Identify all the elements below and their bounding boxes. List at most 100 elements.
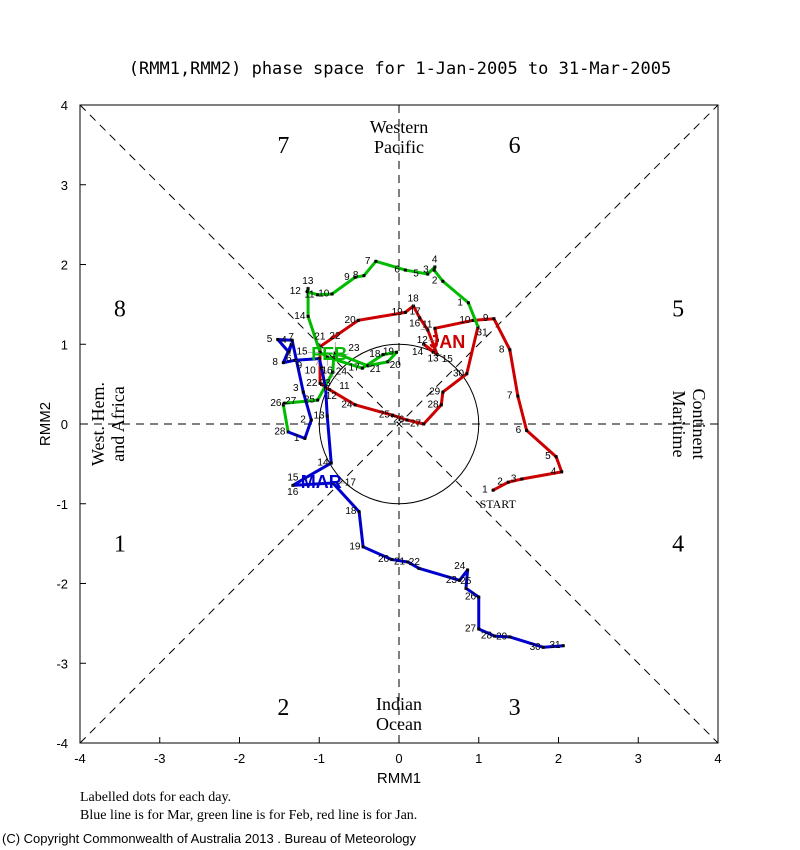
day-label: 17: [345, 478, 357, 489]
day-label: 4: [432, 255, 438, 266]
day-dot: [466, 301, 470, 305]
day-dot: [422, 422, 426, 426]
day-dot: [560, 470, 564, 474]
day-dot: [306, 314, 310, 318]
day-label: 26: [393, 415, 405, 426]
day-label: 18: [408, 293, 420, 304]
day-dot: [356, 318, 360, 322]
day-label: 22: [409, 557, 421, 568]
day-dot: [374, 259, 378, 263]
day-dot: [508, 348, 512, 352]
y-tick-label: 3: [61, 178, 68, 193]
day-label: 5: [267, 334, 273, 345]
day-dot: [477, 627, 481, 631]
day-dot: [466, 568, 470, 572]
month-label: MAR: [301, 472, 342, 492]
day-label: 20: [390, 360, 402, 371]
day-dot: [520, 477, 524, 481]
x-tick-label: -1: [313, 751, 325, 766]
day-dot: [403, 310, 407, 314]
day-dot: [316, 293, 320, 297]
day-label: 19: [392, 307, 404, 318]
region-label-right: Continent: [689, 389, 709, 460]
day-label: 16: [321, 366, 333, 377]
day-label: 17: [410, 306, 422, 317]
region-label-top: Western: [370, 117, 429, 137]
month-label: FEB: [311, 344, 347, 364]
note-line-2: Blue line is for Mar, green line is for …: [80, 808, 417, 823]
day-dot: [381, 353, 385, 357]
label-leader-line: [333, 353, 349, 359]
day-dot: [353, 403, 357, 407]
y-tick-label: 0: [61, 417, 68, 432]
month-label: JAN: [429, 332, 465, 352]
day-dot: [360, 366, 364, 370]
day-dot: [506, 480, 510, 484]
diagonal-line: [79, 104, 719, 744]
y-tick-label: -3: [56, 656, 68, 671]
x-axis-label: RMM1: [377, 770, 421, 787]
day-label: 10: [305, 365, 317, 376]
day-label: 15: [287, 473, 299, 484]
day-dot: [316, 398, 320, 402]
phase-number: 3: [509, 695, 521, 721]
day-label: 12: [290, 286, 302, 297]
phase-number: 8: [114, 296, 126, 322]
day-label: 1: [482, 485, 488, 496]
region-label-left: and Africa: [108, 386, 128, 461]
day-label: 2: [300, 415, 306, 426]
day-dot: [541, 645, 545, 649]
day-label: 15: [296, 347, 308, 358]
day-label: 11: [339, 381, 350, 392]
day-dot: [406, 560, 410, 564]
day-dot: [290, 338, 294, 342]
day-label: 13: [428, 354, 440, 365]
day-label: 12: [326, 391, 338, 402]
day-dot: [554, 455, 558, 459]
day-dot: [361, 545, 365, 549]
day-dot: [303, 436, 307, 440]
day-label: 8: [272, 357, 278, 368]
label-leader-line: [315, 358, 320, 366]
day-dot: [561, 644, 565, 648]
day-dot: [433, 326, 437, 330]
day-dot: [516, 394, 520, 398]
day-dot: [439, 403, 443, 407]
day-dot: [318, 381, 322, 385]
day-label: 24: [341, 399, 353, 410]
region-label-left: West. Hem.: [88, 382, 108, 466]
day-dot: [276, 337, 280, 341]
day-label: 23: [446, 575, 458, 586]
series-line-mar: [276, 337, 564, 649]
day-label: 30: [453, 368, 465, 379]
chart-title: (RMM1,RMM2) phase space for 1-Jan-2005 t…: [129, 59, 671, 79]
day-dot: [426, 272, 430, 276]
day-dot: [357, 510, 361, 514]
day-label: 26: [465, 592, 477, 603]
day-label: 19: [383, 347, 395, 358]
label-leader-line: [321, 367, 340, 382]
day-label: 28: [274, 426, 286, 437]
day-label: 18: [369, 349, 381, 360]
day-label: 26: [270, 398, 282, 409]
phase-number: 7: [277, 133, 289, 159]
y-tick-label: 1: [61, 337, 68, 352]
day-label: 27: [410, 419, 422, 430]
day-dot: [441, 390, 445, 394]
day-label: 23: [319, 378, 331, 389]
x-tick-label: 0: [395, 751, 402, 766]
unit-circle: [318, 343, 480, 505]
day-label: 21: [370, 364, 382, 375]
day-dot: [525, 428, 529, 432]
day-label: 24: [454, 561, 466, 572]
day-dot: [508, 635, 512, 639]
day-label: 14: [294, 311, 306, 322]
day-dot: [405, 418, 409, 422]
day-dot: [403, 268, 407, 272]
note-line-1: Labelled dots for each day.: [80, 790, 231, 805]
copyright-text: (C) Copyright Commonwealth of Australia …: [2, 831, 417, 846]
day-label: 4: [281, 335, 287, 346]
day-label: 3: [423, 265, 429, 276]
region-label-right: Maritime: [669, 391, 689, 458]
